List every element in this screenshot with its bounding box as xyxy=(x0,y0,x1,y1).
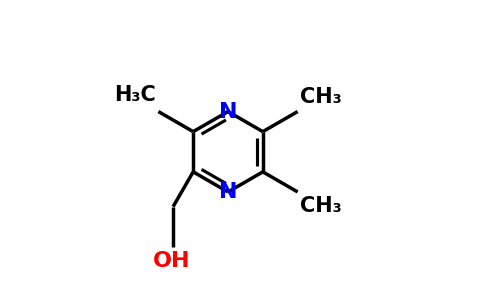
Text: N: N xyxy=(219,182,237,202)
Text: CH₃: CH₃ xyxy=(301,196,342,216)
Text: H₃C: H₃C xyxy=(114,85,155,105)
Text: OH: OH xyxy=(152,251,190,271)
Text: N: N xyxy=(219,101,237,122)
Text: CH₃: CH₃ xyxy=(301,87,342,107)
